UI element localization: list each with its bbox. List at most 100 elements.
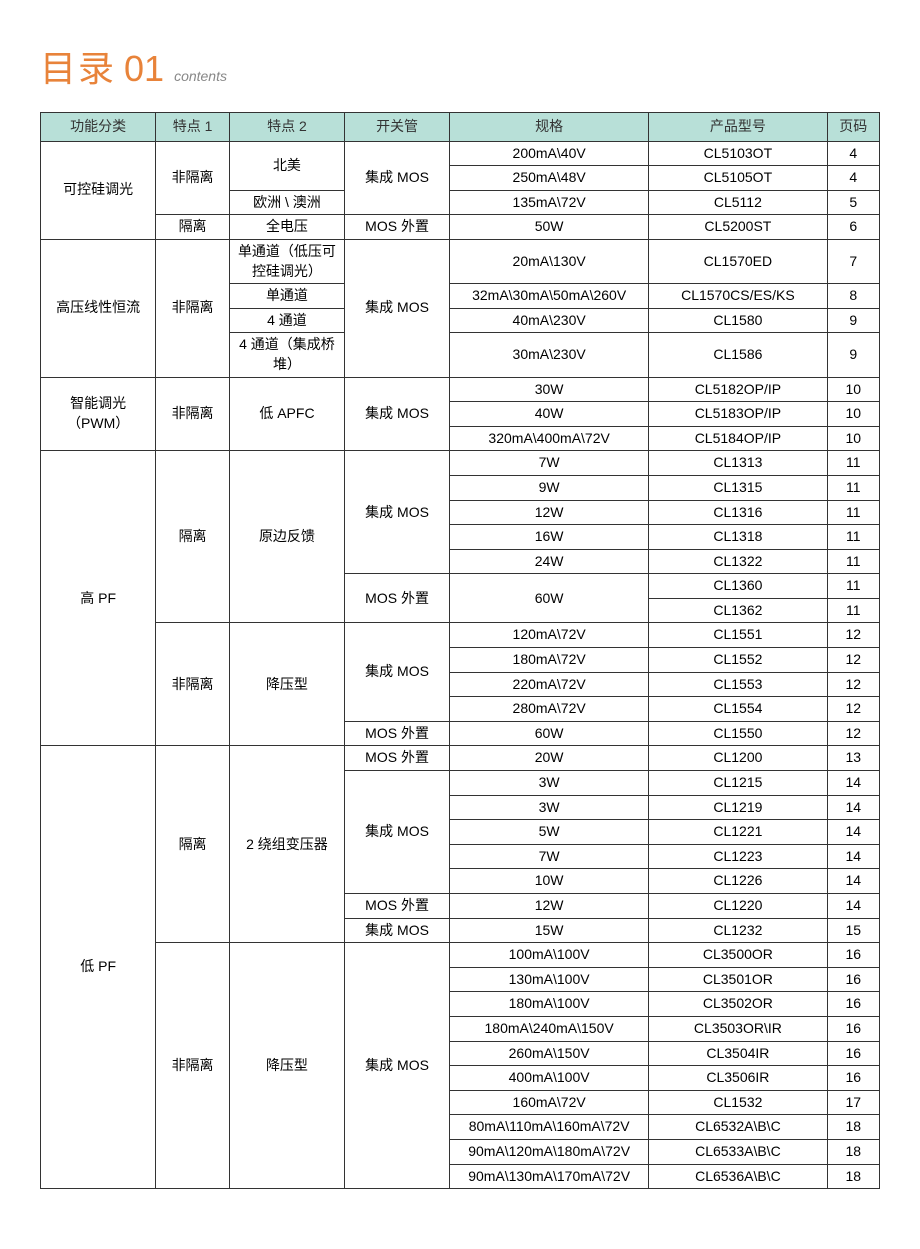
header-spec: 规格 bbox=[450, 113, 649, 142]
table-cell: 24W bbox=[450, 549, 649, 574]
table-cell: CL1532 bbox=[649, 1090, 827, 1115]
table-cell: 200mA\40V bbox=[450, 141, 649, 166]
table-cell: 16 bbox=[827, 1066, 879, 1091]
table-row: 智能调光（PWM）非隔离低 APFC集成 MOS30WCL5182OP/IP10 bbox=[41, 377, 880, 402]
table-cell: 14 bbox=[827, 771, 879, 796]
table-cell: 全电压 bbox=[229, 215, 344, 240]
table-cell: 220mA\72V bbox=[450, 672, 649, 697]
table-cell: 10 bbox=[827, 426, 879, 451]
table-cell: CL5183OP/IP bbox=[649, 402, 827, 427]
table-cell: CL1232 bbox=[649, 918, 827, 943]
table-cell: CL5182OP/IP bbox=[649, 377, 827, 402]
table-cell: 11 bbox=[827, 475, 879, 500]
table-cell: 5W bbox=[450, 820, 649, 845]
table-cell: 集成 MOS bbox=[345, 918, 450, 943]
table-cell: 欧洲 \ 澳洲 bbox=[229, 190, 344, 215]
table-cell: 11 bbox=[827, 574, 879, 599]
table-cell: 14 bbox=[827, 844, 879, 869]
table-cell: 智能调光（PWM） bbox=[41, 377, 156, 451]
table-cell: 降压型 bbox=[229, 943, 344, 1189]
table-cell: 北美 bbox=[229, 141, 344, 190]
table-cell: 12W bbox=[450, 894, 649, 919]
table-row: 非隔离降压型集成 MOS120mA\72VCL155112 bbox=[41, 623, 880, 648]
table-cell: CL1550 bbox=[649, 721, 827, 746]
table-cell: 非隔离 bbox=[156, 623, 229, 746]
table-cell: CL1586 bbox=[649, 333, 827, 377]
table-cell: MOS 外置 bbox=[345, 574, 450, 623]
table-cell: CL1226 bbox=[649, 869, 827, 894]
table-cell: 可控硅调光 bbox=[41, 141, 156, 239]
table-cell: 16 bbox=[827, 1041, 879, 1066]
table-cell: 18 bbox=[827, 1115, 879, 1140]
table-cell: 隔离 bbox=[156, 746, 229, 943]
table-cell: CL3501OR bbox=[649, 967, 827, 992]
table-cell: CL1554 bbox=[649, 697, 827, 722]
table-cell: 非隔离 bbox=[156, 239, 229, 377]
table-cell: 14 bbox=[827, 795, 879, 820]
table-cell: CL3500OR bbox=[649, 943, 827, 968]
table-cell: CL6532A\B\C bbox=[649, 1115, 827, 1140]
table-cell: 12 bbox=[827, 648, 879, 673]
table-cell: MOS 外置 bbox=[345, 215, 450, 240]
table-cell: 20W bbox=[450, 746, 649, 771]
table-cell: CL6533A\B\C bbox=[649, 1139, 827, 1164]
table-cell: CL1362 bbox=[649, 598, 827, 623]
table-cell: CL1316 bbox=[649, 500, 827, 525]
table-cell: 11 bbox=[827, 598, 879, 623]
table-cell: MOS 外置 bbox=[345, 746, 450, 771]
table-cell: 12W bbox=[450, 500, 649, 525]
table-cell: 5 bbox=[827, 190, 879, 215]
table-cell: CL1570ED bbox=[649, 239, 827, 283]
header-switch: 开关管 bbox=[345, 113, 450, 142]
table-row: 低 PF隔离2 绕组变压器MOS 外置20WCL120013 bbox=[41, 746, 880, 771]
table-cell: CL1223 bbox=[649, 844, 827, 869]
table-cell: 集成 MOS bbox=[345, 451, 450, 574]
table-cell: 320mA\400mA\72V bbox=[450, 426, 649, 451]
table-cell: 非隔离 bbox=[156, 141, 229, 215]
table-cell: 集成 MOS bbox=[345, 377, 450, 451]
table-cell: 单通道（低压可控硅调光） bbox=[229, 239, 344, 283]
table-cell: 3W bbox=[450, 795, 649, 820]
table-cell: 13 bbox=[827, 746, 879, 771]
table-cell: CL1580 bbox=[649, 308, 827, 333]
table-cell: 4 通道 bbox=[229, 308, 344, 333]
table-cell: 30W bbox=[450, 377, 649, 402]
table-cell: 15W bbox=[450, 918, 649, 943]
table-cell: 16 bbox=[827, 1016, 879, 1041]
table-cell: 280mA\72V bbox=[450, 697, 649, 722]
table-cell: CL6536A\B\C bbox=[649, 1164, 827, 1189]
table-cell: 11 bbox=[827, 500, 879, 525]
table-cell: 16 bbox=[827, 943, 879, 968]
table-cell: 集成 MOS bbox=[345, 239, 450, 377]
table-cell: 7W bbox=[450, 451, 649, 476]
table-cell: 10 bbox=[827, 377, 879, 402]
table-cell: 4 通道（集成桥堆） bbox=[229, 333, 344, 377]
table-cell: CL1318 bbox=[649, 525, 827, 550]
table-cell: 30mA\230V bbox=[450, 333, 649, 377]
table-cell: 4 bbox=[827, 166, 879, 191]
table-cell: 180mA\100V bbox=[450, 992, 649, 1017]
table-cell: 15 bbox=[827, 918, 879, 943]
table-cell: 80mA\110mA\160mA\72V bbox=[450, 1115, 649, 1140]
table-cell: CL1313 bbox=[649, 451, 827, 476]
table-cell: 7 bbox=[827, 239, 879, 283]
table-cell: CL3502OR bbox=[649, 992, 827, 1017]
table-cell: 90mA\120mA\180mA\72V bbox=[450, 1139, 649, 1164]
table-row: 高压线性恒流非隔离单通道（低压可控硅调光）集成 MOS20mA\130VCL15… bbox=[41, 239, 880, 283]
table-cell: 40W bbox=[450, 402, 649, 427]
table-cell: 90mA\130mA\170mA\72V bbox=[450, 1164, 649, 1189]
table-cell: MOS 外置 bbox=[345, 894, 450, 919]
table-cell: 160mA\72V bbox=[450, 1090, 649, 1115]
title-number: 01 bbox=[124, 48, 164, 90]
table-cell: CL1215 bbox=[649, 771, 827, 796]
table-cell: CL5105OT bbox=[649, 166, 827, 191]
table-cell: 14 bbox=[827, 820, 879, 845]
table-cell: CL3503OR\IR bbox=[649, 1016, 827, 1041]
table-cell: 9W bbox=[450, 475, 649, 500]
table-cell: 9 bbox=[827, 308, 879, 333]
table-cell: CL5184OP/IP bbox=[649, 426, 827, 451]
table-cell: CL5112 bbox=[649, 190, 827, 215]
table-cell: 10 bbox=[827, 402, 879, 427]
table-cell: 17 bbox=[827, 1090, 879, 1115]
table-row: 非隔离降压型集成 MOS100mA\100VCL3500OR16 bbox=[41, 943, 880, 968]
